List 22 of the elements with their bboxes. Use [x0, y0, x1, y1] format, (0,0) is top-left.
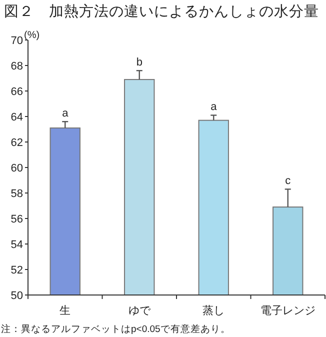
annotation: c: [285, 175, 292, 188]
y-tick-label: 68: [10, 60, 23, 72]
y-tick-label: 66: [10, 86, 23, 98]
y-axis-title: (%): [24, 30, 40, 41]
x-tick-label: 電子レンジ: [260, 305, 316, 317]
y-tick-label: 60: [10, 162, 23, 174]
y-tick-label: 58: [10, 188, 23, 200]
x-tick-label: ゆで: [128, 305, 152, 317]
chart-title: 図２ 加熱方法の違いによるかんしょの水分量: [4, 3, 319, 20]
text: 注：異なるアルファベットはp<0.05で有意差あり。: [1, 323, 230, 335]
y-tick-label: 52: [10, 264, 23, 276]
y-tick-label: 56: [10, 214, 23, 226]
y-tick-label: 70: [10, 35, 23, 47]
annotation: a: [210, 101, 218, 114]
annotation: b: [136, 56, 142, 69]
y-tick-label: 50: [10, 290, 23, 302]
y-tick-label: 64: [10, 112, 23, 124]
x-tick-label: 生: [60, 304, 71, 317]
x-tick-label: 蒸し: [202, 304, 225, 317]
y-tick-label: 62: [10, 137, 23, 149]
annotation: a: [62, 108, 70, 120]
y-tick-label: 54: [10, 239, 23, 251]
